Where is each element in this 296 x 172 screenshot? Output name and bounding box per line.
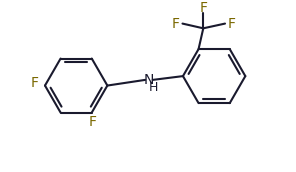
Text: F: F bbox=[89, 115, 97, 129]
Text: F: F bbox=[199, 2, 207, 15]
Text: F: F bbox=[172, 17, 180, 31]
Text: N: N bbox=[144, 73, 154, 87]
Text: F: F bbox=[228, 17, 236, 31]
Text: F: F bbox=[30, 76, 38, 90]
Text: H: H bbox=[149, 81, 158, 94]
